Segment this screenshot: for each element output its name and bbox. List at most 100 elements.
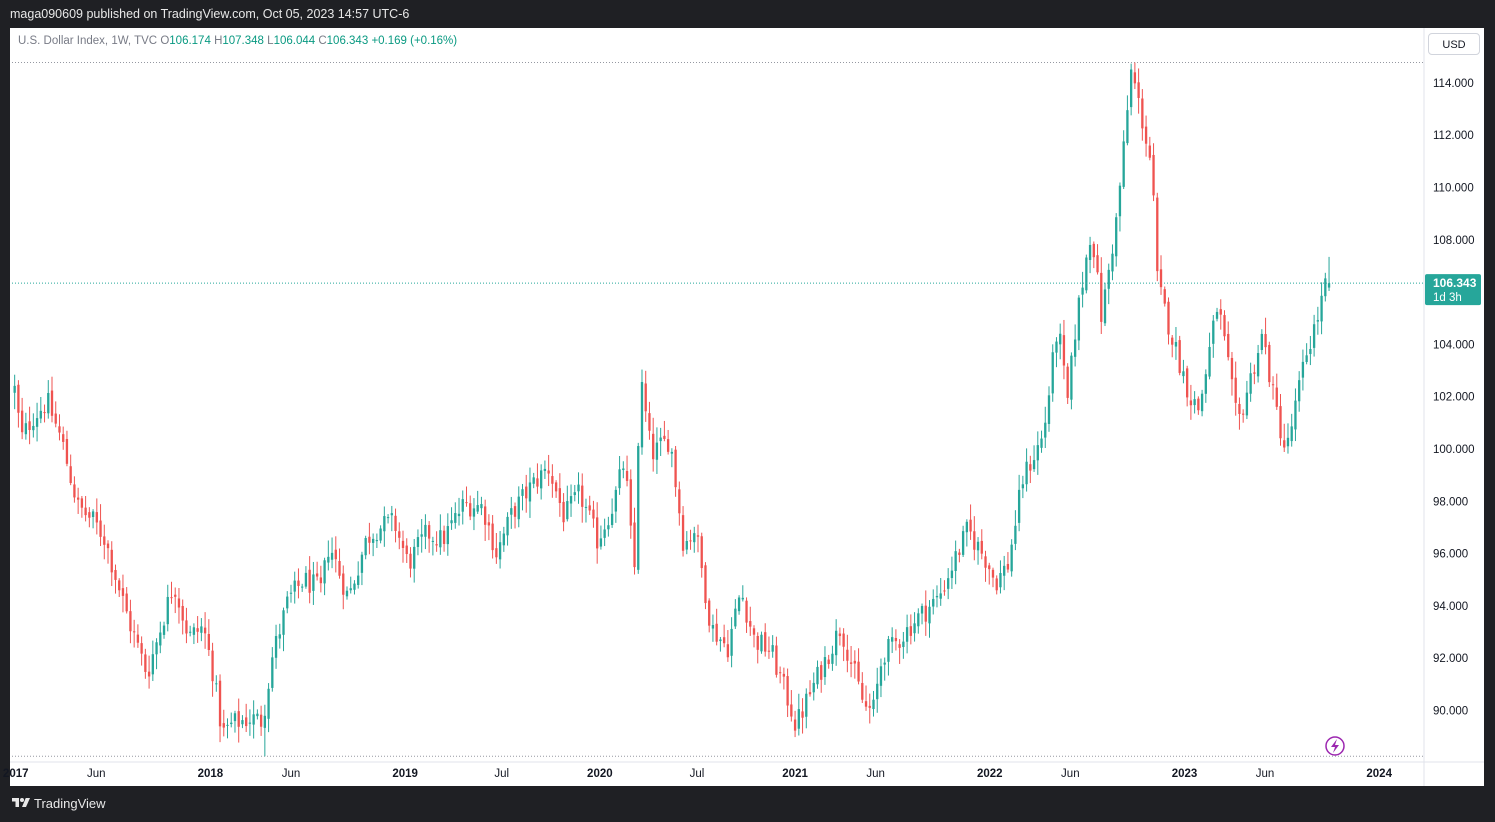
candle-body xyxy=(409,553,412,569)
candle-body xyxy=(162,625,166,635)
candle-body xyxy=(674,449,677,488)
candle-body xyxy=(834,630,838,656)
candle-body xyxy=(170,597,173,599)
candle-body xyxy=(965,521,969,533)
candle-body xyxy=(924,605,927,622)
price-tick-label: 100.000 xyxy=(1433,444,1475,456)
candle-body xyxy=(547,470,550,474)
candle-body xyxy=(245,717,248,727)
symbol-title[interactable]: U.S. Dollar Index, 1W, TVC xyxy=(18,35,158,47)
candle-body xyxy=(159,632,162,646)
candle-body xyxy=(1047,395,1051,424)
candle-body xyxy=(345,590,349,597)
candle-body xyxy=(876,683,879,700)
candle-body xyxy=(1264,334,1267,348)
candle-body xyxy=(573,492,576,496)
candle-body xyxy=(1286,437,1290,447)
candle-body xyxy=(469,503,472,517)
candle-body xyxy=(734,608,737,627)
candle-body xyxy=(767,650,771,652)
candle-body xyxy=(928,606,931,624)
candle-body xyxy=(659,437,662,442)
candle-body xyxy=(252,714,255,725)
candle-body xyxy=(954,551,957,571)
candle-body xyxy=(379,528,382,541)
candle-body xyxy=(521,489,524,496)
open-value: 106.174 xyxy=(169,35,211,47)
candle-body xyxy=(797,709,800,729)
candle-body xyxy=(1062,335,1066,366)
candle-body xyxy=(360,554,364,573)
candle-body xyxy=(233,713,237,722)
candle-body xyxy=(334,549,337,560)
price-tick-label: 104.000 xyxy=(1433,339,1475,351)
footer-brand[interactable]: TradingView xyxy=(34,796,106,811)
candle-body xyxy=(1245,392,1249,416)
currency-button[interactable]: USD xyxy=(1428,33,1480,55)
candle-body xyxy=(637,446,640,570)
price-tick-label: 112.000 xyxy=(1433,130,1474,142)
candle-body xyxy=(528,482,532,502)
lightning-icon[interactable] xyxy=(1325,736,1345,756)
candle-body xyxy=(1092,243,1095,258)
price-tick-label: 90.000 xyxy=(1433,706,1468,718)
candle-body xyxy=(961,531,965,555)
candle-body xyxy=(1003,565,1006,576)
candle-body xyxy=(655,442,659,460)
candle-body xyxy=(831,653,834,664)
candle-body xyxy=(984,556,987,568)
candle-body xyxy=(1185,368,1189,398)
candle-body xyxy=(827,659,830,665)
candle-body xyxy=(663,435,666,439)
candle-body xyxy=(84,507,87,516)
candle-body xyxy=(693,533,696,543)
candle-body xyxy=(338,561,341,576)
candle-body xyxy=(1294,400,1297,430)
candle-body xyxy=(28,421,31,430)
candle-body xyxy=(383,516,386,532)
candle-body xyxy=(737,597,741,612)
candle-body xyxy=(319,577,323,584)
candle-body xyxy=(726,644,730,658)
candle-body xyxy=(450,520,453,524)
candle-body xyxy=(898,644,901,648)
candle-body xyxy=(622,468,625,471)
candle-body xyxy=(1010,544,1013,572)
candle-body xyxy=(1133,72,1137,84)
change-value: +0.169 (+0.16%) xyxy=(371,35,458,47)
candle-body xyxy=(711,625,715,629)
candle-body xyxy=(32,425,35,431)
candle-body xyxy=(47,393,50,414)
candle-body xyxy=(778,672,782,674)
publish-info-text: maga090609 published on TradingView.com,… xyxy=(10,7,410,21)
candle-body xyxy=(939,593,942,599)
candle-body xyxy=(76,497,80,500)
candle-body xyxy=(1167,301,1170,335)
candle-body xyxy=(891,637,894,642)
candle-body xyxy=(618,469,621,489)
candle-body xyxy=(431,540,435,542)
tradingview-logo-icon[interactable] xyxy=(11,796,31,810)
candle-body xyxy=(375,540,379,542)
candle-body xyxy=(435,544,438,546)
candle-body xyxy=(278,634,281,639)
candle-body xyxy=(472,508,476,517)
candle-body xyxy=(50,390,54,416)
candle-body xyxy=(1077,297,1081,341)
candle-body xyxy=(510,508,513,515)
price-tick-label: 102.000 xyxy=(1433,392,1475,404)
candle-body xyxy=(1197,398,1200,411)
candle-body xyxy=(1316,320,1320,322)
candle-body xyxy=(181,605,184,621)
candle-body xyxy=(1081,287,1084,295)
candle-body xyxy=(958,552,961,555)
candle-body xyxy=(424,524,427,537)
candle-body xyxy=(226,724,229,726)
candle-body xyxy=(577,484,580,492)
candle-body xyxy=(263,715,267,728)
candle-body xyxy=(536,478,539,487)
candle-body xyxy=(678,489,681,514)
candle-body xyxy=(506,516,509,536)
candle-body xyxy=(1103,289,1107,324)
